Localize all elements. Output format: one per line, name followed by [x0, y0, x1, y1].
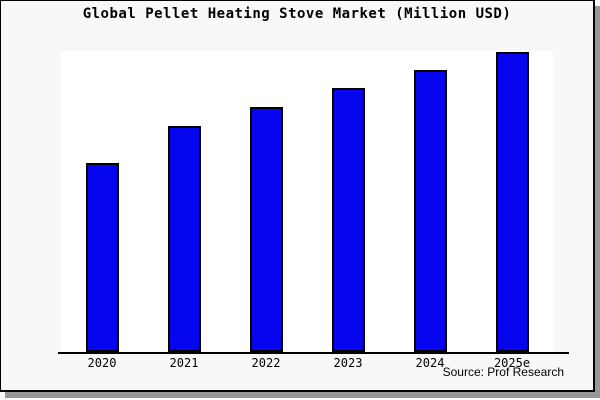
bar-2025e — [495, 52, 529, 352]
bar-2021 — [167, 126, 201, 352]
x-tick-label-2020: 2020 — [87, 356, 117, 370]
x-tick-label-2023: 2023 — [333, 356, 363, 370]
bar-column-2020 — [61, 51, 143, 352]
plot-area — [61, 51, 553, 352]
bar-column-2022 — [225, 51, 307, 352]
bar-column-2023 — [307, 51, 389, 352]
x-axis-line — [58, 352, 569, 354]
chart-card: Global Pellet Heating Stove Market (Mill… — [0, 0, 595, 392]
x-tick-label-2025e: 2025e — [493, 356, 531, 370]
bar-2022 — [249, 107, 283, 352]
x-tick-label-2022: 2022 — [251, 356, 281, 370]
bar-column-2021 — [143, 51, 225, 352]
x-tick-label-2021: 2021 — [169, 356, 199, 370]
source-note: Source: Prof Research — [442, 365, 564, 379]
x-axis-labels: 2020 2021 2022 2023 2024 2025e — [61, 356, 553, 370]
x-tick-label-2024: 2024 — [415, 356, 445, 370]
bar-2024 — [413, 70, 447, 352]
bar-2023 — [331, 88, 365, 352]
bars-container — [61, 51, 553, 352]
bar-column-2025e — [471, 51, 553, 352]
bar-2020 — [85, 163, 119, 352]
bar-column-2024 — [389, 51, 471, 352]
chart-title: Global Pellet Heating Stove Market (Mill… — [82, 6, 512, 22]
